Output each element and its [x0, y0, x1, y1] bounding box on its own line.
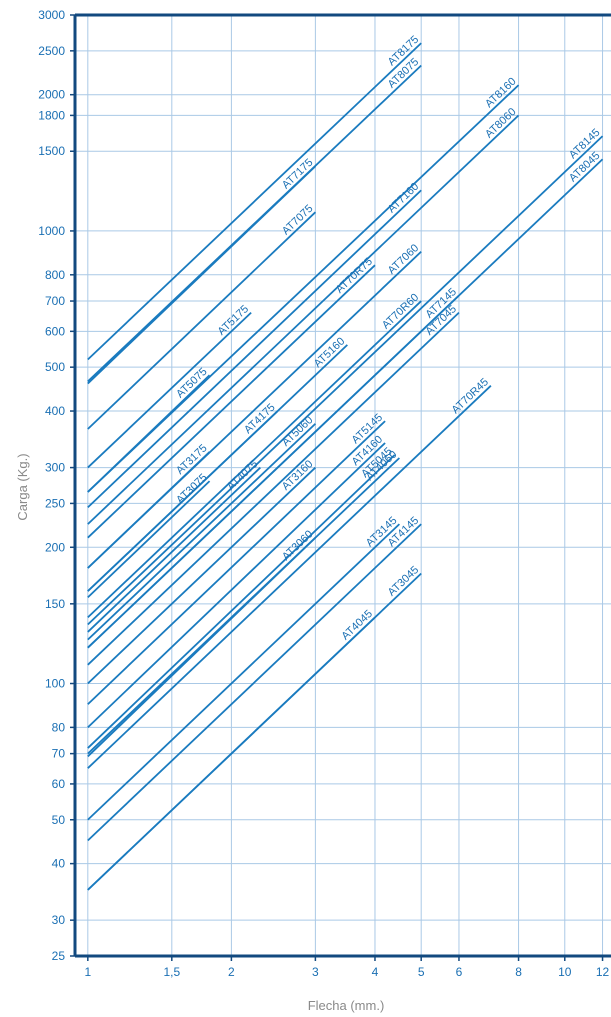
series-lines	[87, 42, 604, 891]
series-label-at8060: AT8060	[483, 106, 519, 141]
series-line-at4160	[87, 442, 386, 729]
series-line-at5175	[87, 311, 252, 469]
y-tick-label: 25	[52, 949, 66, 963]
y-tick-label: 1500	[38, 144, 65, 158]
x-tick-label: 12	[596, 965, 610, 979]
y-tick-label: 1800	[38, 108, 65, 122]
x-tick-label: 6	[456, 965, 463, 979]
series-label-at5160: AT5160	[312, 335, 348, 370]
series-label-at7075: AT7075	[280, 203, 316, 238]
series-label-at70r75: AT70R75	[334, 256, 375, 296]
y-tick-label: 70	[52, 747, 66, 761]
series-line-at3045	[87, 572, 422, 891]
x-tick-label: 4	[372, 965, 379, 979]
series-line-at4145	[87, 523, 422, 842]
x-tick-label: 1,5	[163, 965, 180, 979]
y-tick-label: 100	[45, 677, 65, 691]
series-line-at8145	[87, 135, 604, 626]
x-tick-label: 3	[312, 965, 319, 979]
series-line-at70r75	[87, 264, 376, 539]
y-tick-label: 300	[45, 461, 65, 475]
y-tick-label: 2000	[38, 88, 65, 102]
grid-lines	[75, 14, 611, 957]
series-line-at5075	[87, 374, 211, 493]
series-label-at3160: AT3160	[280, 458, 316, 493]
series-label-at7060: AT7060	[386, 242, 422, 277]
x-tick-label: 2	[228, 965, 235, 979]
y-tick-label: 700	[45, 294, 65, 308]
series-line-at7145	[87, 294, 460, 649]
y-tick-label: 30	[52, 913, 66, 927]
series-label-at7175: AT7175	[280, 157, 316, 192]
series-line-at5045	[87, 454, 396, 749]
y-tick-label: 600	[45, 324, 65, 338]
series-label-at70r60: AT70R60	[380, 291, 421, 331]
series-line-at3075	[87, 480, 211, 599]
series-label-at4045: AT4045	[339, 608, 375, 643]
series-label-at3175: AT3175	[174, 442, 210, 477]
y-tick-label: 800	[45, 268, 65, 282]
tick-labels: 2530405060708010015020025030040050060070…	[38, 8, 609, 979]
y-tick-label: 400	[45, 404, 65, 418]
series-line-at5060	[87, 423, 317, 641]
series-label-at3045: AT3045	[386, 564, 422, 599]
x-tick-label: 8	[515, 965, 522, 979]
y-tick-label: 60	[52, 777, 66, 791]
series-label-at70r45: AT70R45	[450, 376, 491, 416]
series-line-at8175	[87, 42, 422, 361]
axes	[70, 13, 611, 961]
y-tick-label: 80	[52, 720, 66, 734]
y-axis-title: Carga (Kg.)	[15, 453, 30, 520]
series-label-at7160: AT7160	[386, 181, 422, 216]
series-line-at3175	[87, 451, 211, 569]
series-line-at8060	[87, 114, 520, 525]
series-line-at4175	[87, 410, 279, 592]
y-tick-label: 1000	[38, 224, 65, 238]
series-line-at5145	[87, 420, 386, 705]
x-axis-title: Flecha (mm.)	[308, 998, 385, 1013]
y-tick-label: 500	[45, 360, 65, 374]
series-line-at4075	[87, 466, 261, 633]
y-tick-label: 2500	[38, 44, 65, 58]
x-tick-label: 1	[84, 965, 91, 979]
series-label-at8160: AT8160	[483, 76, 519, 111]
series-line-at7160	[87, 189, 422, 509]
series-line-at3145	[87, 523, 400, 821]
series-labels: AT8175AT8075AT7175AT7075AT8160AT8060AT71…	[174, 34, 602, 643]
series-label-at4075: AT4075	[225, 458, 261, 493]
y-tick-label: 3000	[38, 8, 65, 22]
y-tick-label: 40	[52, 857, 66, 871]
x-tick-label: 5	[418, 965, 425, 979]
series-line-at70r45	[87, 385, 492, 769]
y-tick-label: 200	[45, 540, 65, 554]
series-line-at7175	[87, 165, 317, 385]
series-label-at5175: AT5175	[216, 303, 252, 338]
y-tick-label: 150	[45, 597, 65, 611]
series-line-at7075	[87, 211, 317, 430]
series-label-at4175: AT4175	[242, 401, 278, 436]
y-tick-label: 50	[52, 813, 66, 827]
series-line-at3160	[87, 466, 317, 685]
series-line-at3060	[87, 537, 317, 758]
y-tick-label: 250	[45, 496, 65, 510]
x-tick-label: 10	[558, 965, 572, 979]
series-line-at70r60	[87, 300, 422, 619]
series-label-at3075: AT3075	[174, 472, 210, 507]
series-line-at7045	[87, 311, 460, 666]
